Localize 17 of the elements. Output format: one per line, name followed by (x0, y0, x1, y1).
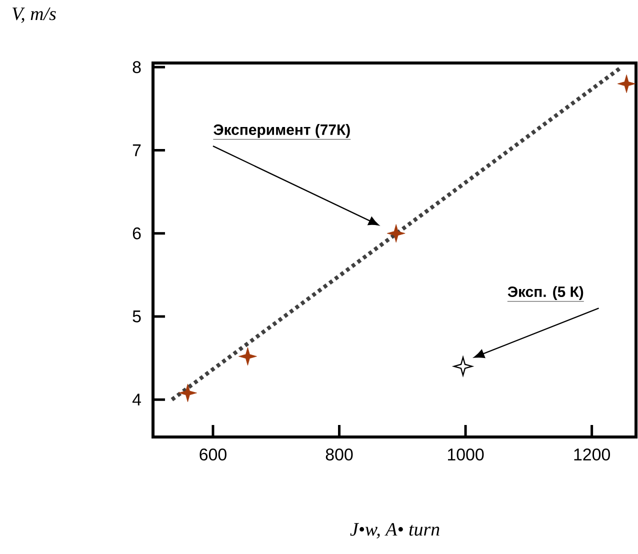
y-tick-label: 5 (132, 310, 141, 322)
y-tick-label: 6 (132, 227, 141, 240)
x-tick-label: 600 (200, 448, 226, 460)
point (178, 384, 197, 402)
point (238, 347, 257, 366)
x-tick-label: 1200 (574, 448, 610, 460)
annotation: Эксп. (5 К) (508, 286, 584, 300)
point (386, 224, 406, 243)
y-tick-label: 8 (132, 61, 141, 74)
y-axis-title: V, m/s (12, 8, 56, 23)
y-tick-label: 4 (132, 394, 141, 406)
x-tick-label: 1000 (448, 448, 484, 460)
y-tick-label: 7 (132, 144, 141, 156)
annotation: Эксперимент (77К) (214, 124, 350, 138)
x-axis-title: J•w, A• turn (350, 523, 440, 538)
x-tick-label: 800 (326, 448, 353, 460)
point (453, 356, 473, 376)
